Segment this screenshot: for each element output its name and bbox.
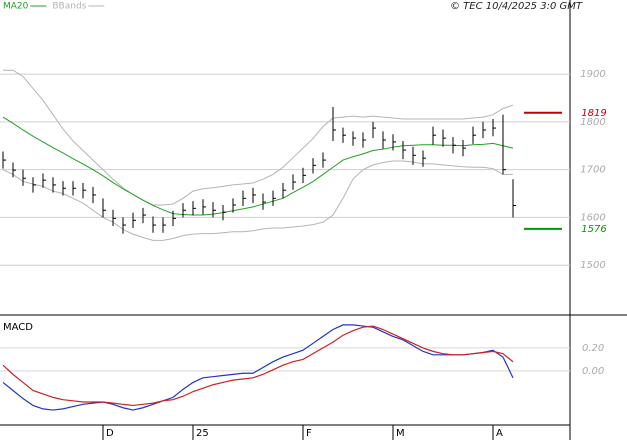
x-tick-label: 25 [196, 428, 209, 439]
y-tick-label: 1900 [580, 69, 605, 80]
macd-title: MACD [3, 322, 33, 333]
x-tick-label: D [106, 428, 114, 439]
y-tick-label: 0.00 [582, 366, 604, 377]
macd-line [2, 324, 514, 411]
ma-line [2, 116, 514, 216]
y-tick-label: 1500 [580, 260, 605, 271]
y-tick-label: 0.20 [582, 343, 604, 354]
x-tick-label: F [306, 428, 312, 439]
price-level-label: 1576 [581, 224, 606, 235]
y-tick-label: 1800 [580, 117, 605, 128]
price-level-label: 1819 [581, 108, 606, 119]
copyright: © TEC 10/4/2025 3:0 GMT [450, 1, 583, 12]
x-tick-label: A [496, 428, 503, 439]
y-tick-label: 1700 [580, 165, 605, 176]
macd-line [2, 325, 514, 407]
legend-label: BBands [52, 2, 86, 12]
legend-label: MA20 [3, 2, 29, 12]
band-lower [2, 160, 513, 241]
x-tick-label: M [396, 428, 405, 439]
band-upper [3, 69, 514, 206]
y-tick-label: 1600 [580, 212, 605, 223]
